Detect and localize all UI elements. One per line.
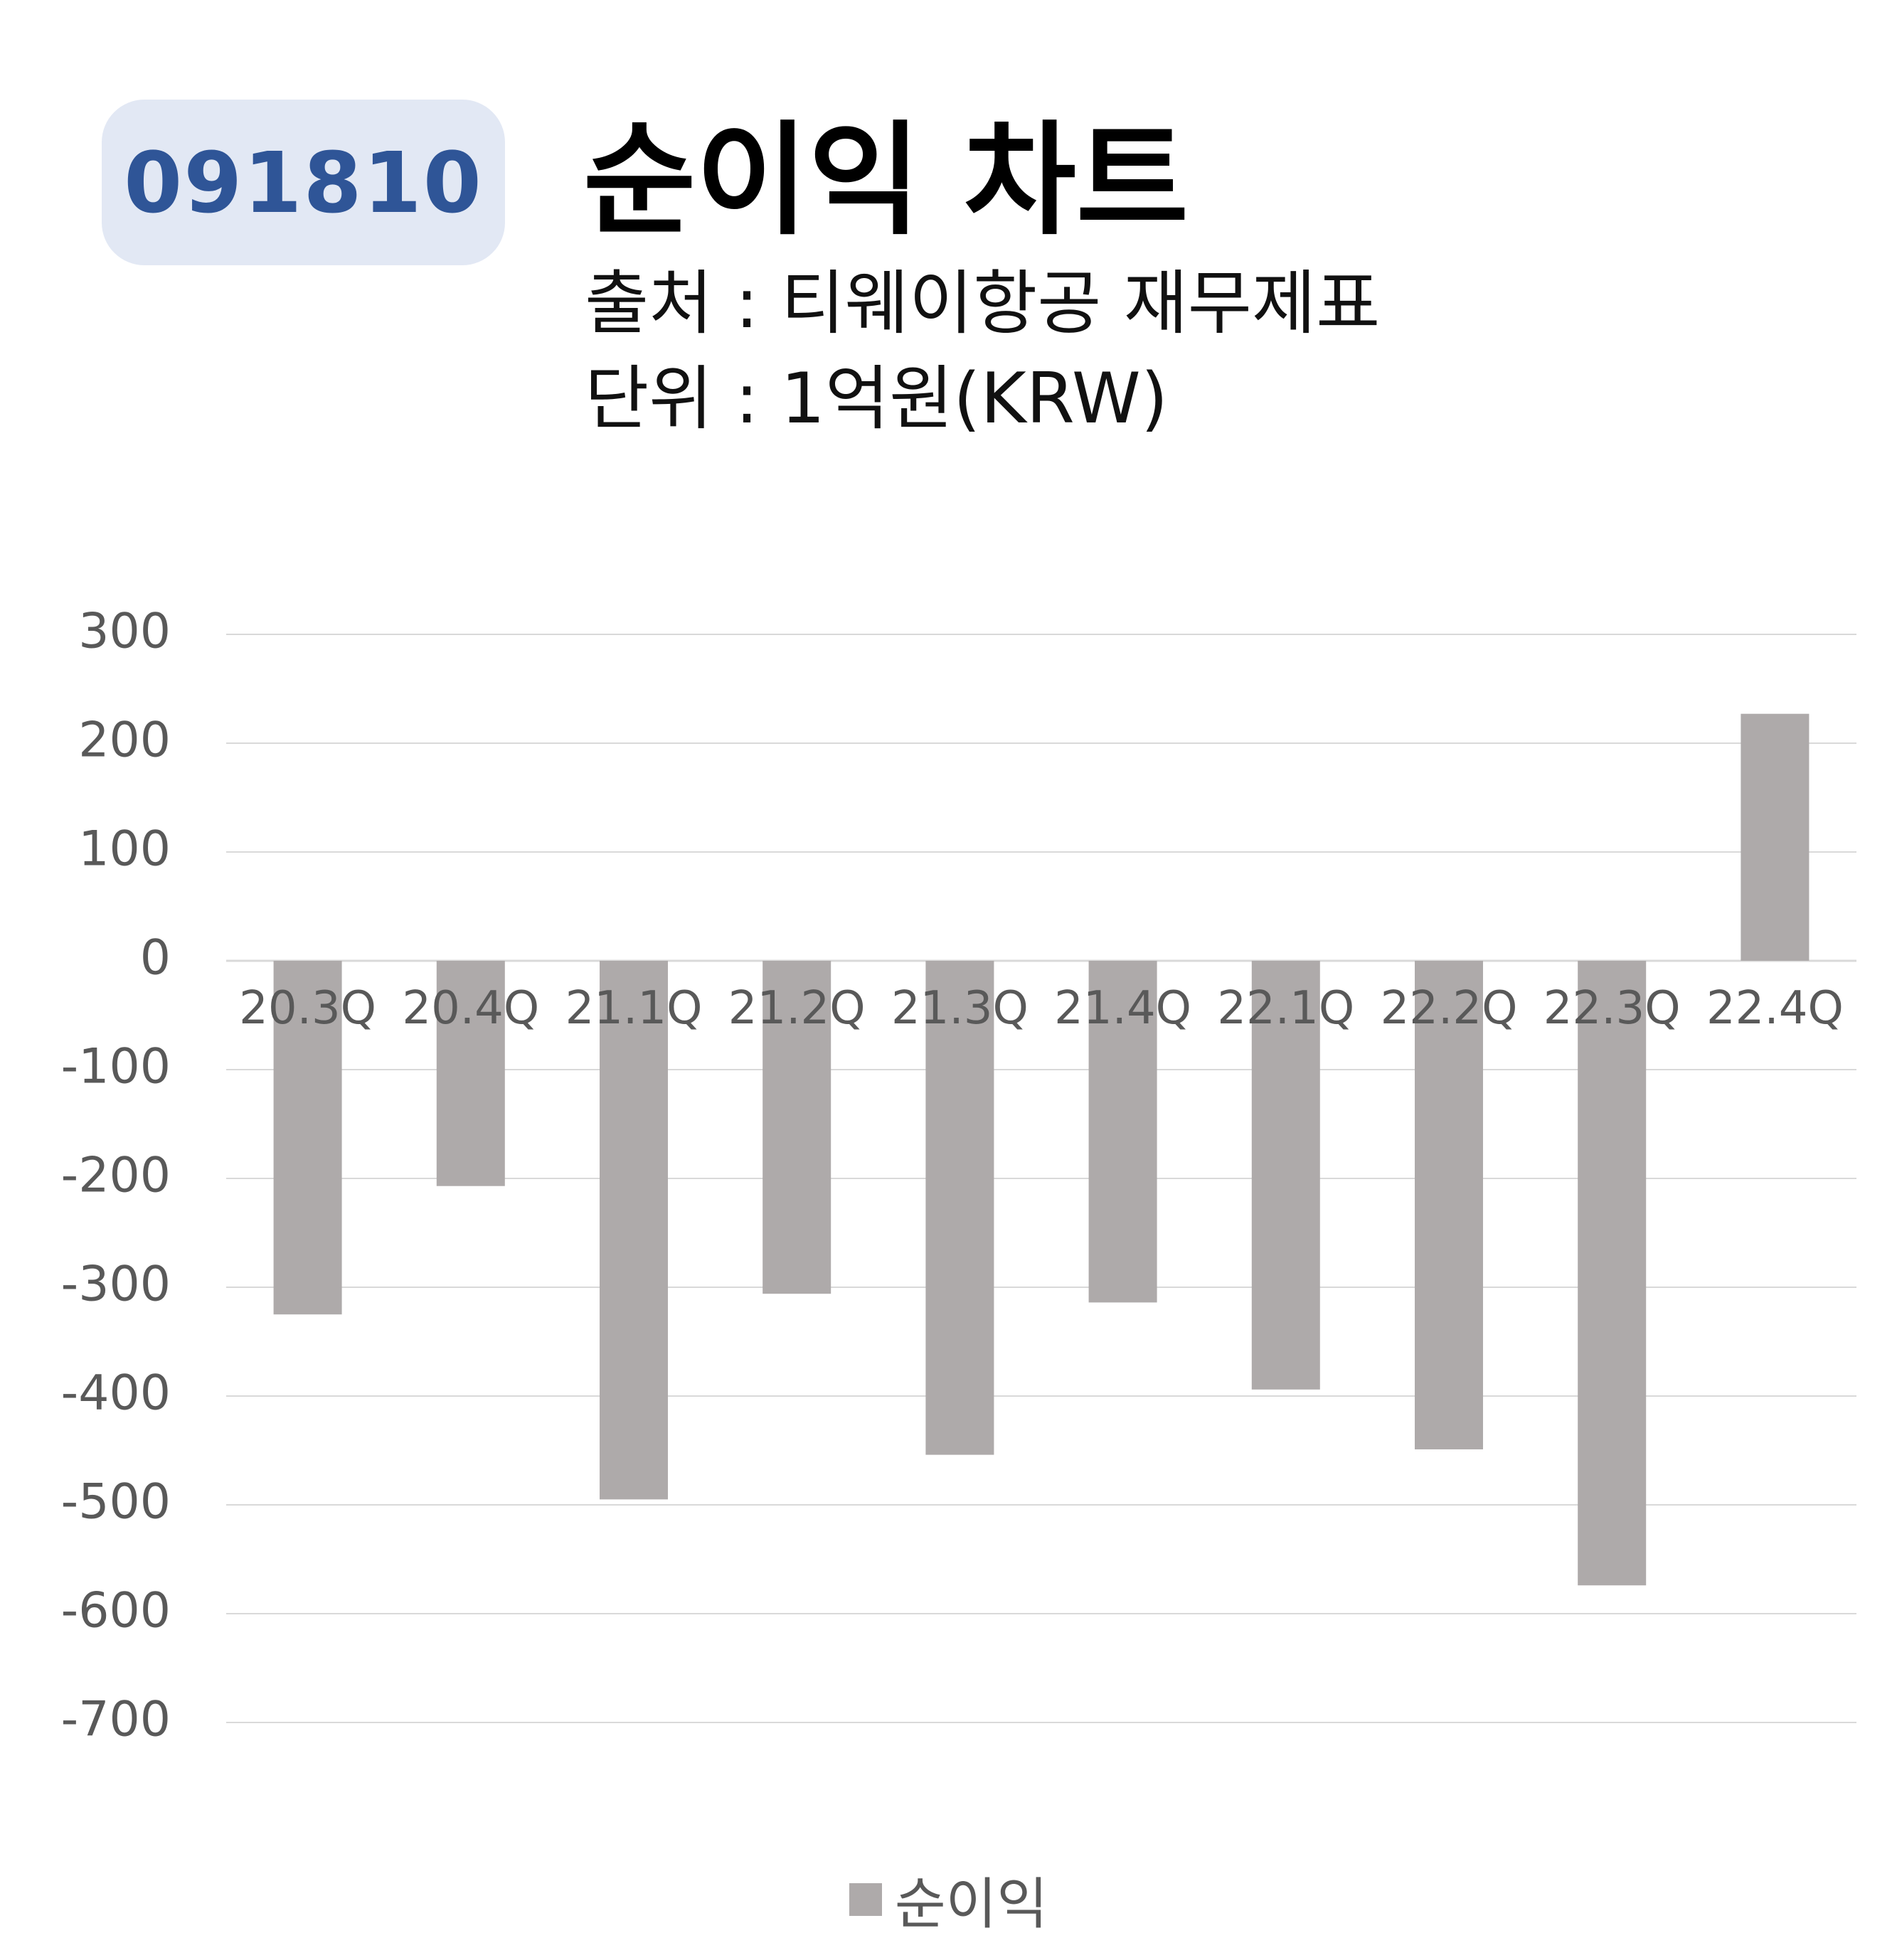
- source-note: 출처 : 티웨이항공 재무제표: [585, 263, 1381, 344]
- category-label: 20.3Q: [239, 982, 376, 1035]
- y-tick-label: 200: [78, 713, 171, 769]
- category-label: 21.4Q: [1054, 982, 1191, 1035]
- legend: 순이익: [0, 1860, 1897, 1939]
- bar-22.1Q: [1251, 961, 1320, 1390]
- bars: [273, 713, 1810, 1586]
- category-label: 21.1Q: [565, 982, 703, 1035]
- y-tick-label: -600: [61, 1583, 171, 1639]
- y-tick-label: -400: [61, 1365, 171, 1422]
- bar-22.3Q: [1578, 961, 1647, 1586]
- y-tick-label: 0: [140, 930, 171, 986]
- bar-20.3Q: [273, 961, 342, 1315]
- category-label: 22.3Q: [1543, 982, 1681, 1035]
- ticker-code: 091810: [124, 133, 483, 232]
- category-label: 22.2Q: [1381, 982, 1518, 1035]
- legend-swatch: [849, 1883, 882, 1916]
- y-axis-ticks: 300 200 100 0 -100 -200 -300 -400 -500 -600 -700: [61, 604, 171, 1748]
- bar-21.3Q: [925, 961, 994, 1455]
- y-tick-label: -500: [61, 1474, 171, 1530]
- bar-22.2Q: [1415, 961, 1483, 1449]
- bar-21.1Q: [600, 961, 668, 1500]
- category-label: 21.2Q: [728, 982, 866, 1035]
- y-tick-label: -200: [61, 1148, 171, 1204]
- unit-note: 단위 : 1억원(KRW): [585, 358, 1169, 440]
- y-tick-label: -100: [61, 1039, 171, 1095]
- category-labels: 20.3Q 20.4Q 21.1Q 21.2Q 21.3Q 21.4Q 22.1Q 22.2Q…: [239, 982, 1844, 1035]
- category-label: 22.1Q: [1217, 982, 1354, 1035]
- chart-title: 순이익 차트: [583, 109, 1189, 252]
- bar-21.4Q: [1088, 961, 1157, 1303]
- bar-22.4Q: [1741, 713, 1810, 961]
- y-tick-label: -300: [61, 1257, 171, 1313]
- y-tick-label: 300: [78, 604, 171, 660]
- category-label: 22.4Q: [1706, 982, 1844, 1035]
- category-label: 21.3Q: [891, 982, 1029, 1035]
- bar-20.4Q: [436, 961, 505, 1186]
- legend-label: 순이익: [894, 1873, 1048, 1937]
- bar-21.2Q: [762, 961, 831, 1294]
- category-label: 20.4Q: [402, 982, 539, 1035]
- y-tick-label: 100: [78, 821, 171, 878]
- ticker-badge: 091810: [102, 100, 505, 265]
- y-tick-label: -700: [61, 1692, 171, 1748]
